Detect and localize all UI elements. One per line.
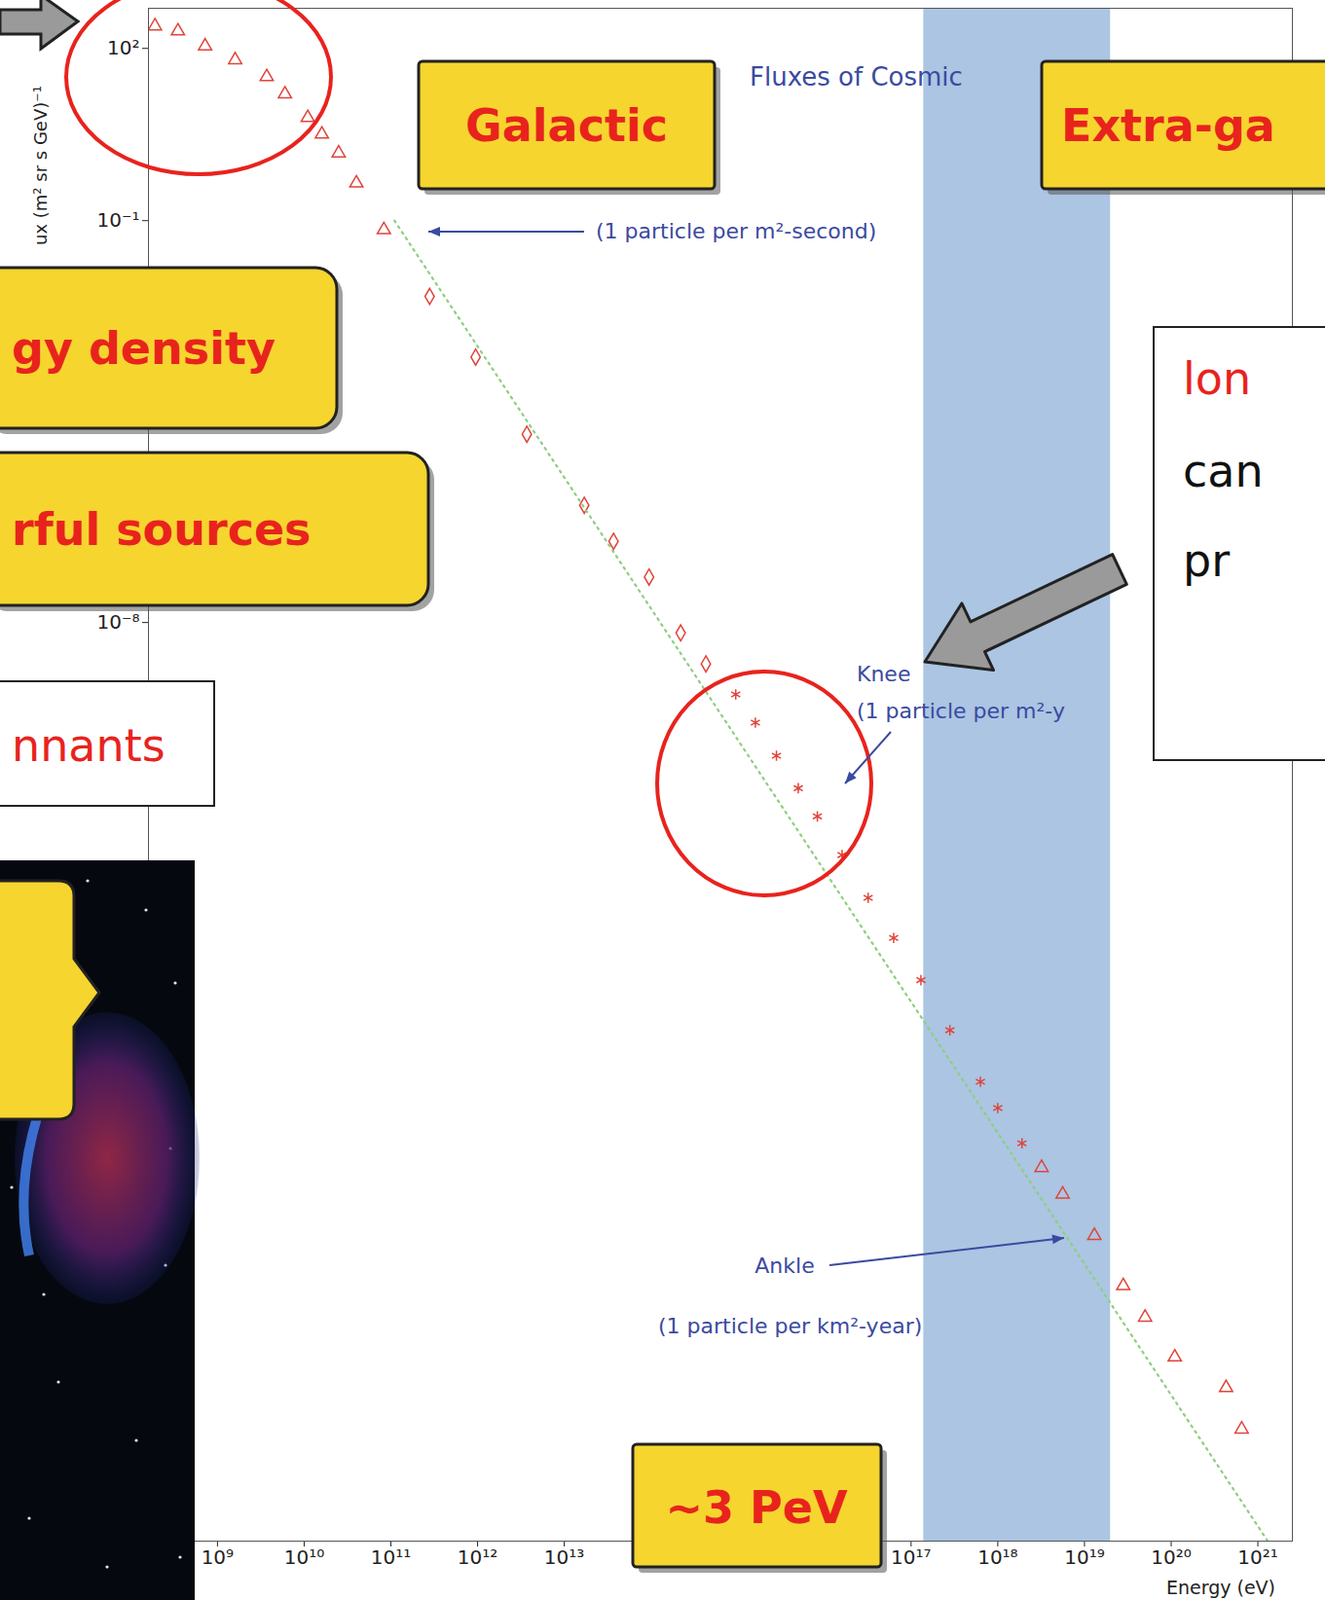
svg-text:ux (m² sr s GeV)⁻¹: ux (m² sr s GeV)⁻¹: [30, 85, 51, 246]
svg-text:pr: pr: [1182, 534, 1230, 588]
svg-text:10²¹: 10²¹: [1237, 1545, 1278, 1570]
svg-text:can: can: [1182, 444, 1264, 498]
svg-text:10¹¹: 10¹¹: [370, 1545, 411, 1570]
svg-text:10¹²: 10¹²: [457, 1545, 498, 1570]
svg-text:10⁻¹: 10⁻¹: [96, 208, 140, 232]
svg-text:10¹⁹: 10¹⁹: [1064, 1545, 1105, 1570]
svg-text:~3 PeV: ~3 PeV: [664, 1481, 847, 1535]
svg-text:10⁻⁸: 10⁻⁸: [96, 610, 140, 634]
svg-text:10⁹: 10⁹: [201, 1545, 234, 1570]
svg-text:Galactic: Galactic: [465, 99, 668, 152]
svg-text:(1 particle per m²-y: (1 particle per m²-y: [856, 699, 1066, 724]
svg-text:(1 particle per m²-second): (1 particle per m²-second): [595, 219, 877, 244]
svg-text:Knee: Knee: [856, 662, 911, 687]
svg-text:rful sources: rful sources: [11, 503, 312, 556]
svg-text:Ankle: Ankle: [754, 1253, 814, 1279]
svg-text:10¹⁸: 10¹⁸: [977, 1545, 1018, 1570]
svg-text:Fluxes of Cosmic: Fluxes of Cosmic: [749, 62, 963, 92]
svg-text:nnants: nnants: [11, 719, 166, 773]
svg-text:10¹⁰: 10¹⁰: [284, 1545, 325, 1570]
svg-text:Energy (eV): Energy (eV): [1166, 1577, 1276, 1599]
svg-text:10¹⁷: 10¹⁷: [890, 1545, 931, 1570]
svg-text:(1 particle per km²-year): (1 particle per km²-year): [658, 1314, 922, 1339]
svg-text:10¹³: 10¹³: [544, 1545, 585, 1570]
svg-text:lon: lon: [1182, 352, 1252, 405]
svg-text:gy density: gy density: [11, 322, 276, 375]
svg-text:10²: 10²: [107, 36, 140, 60]
svg-text:Extra-ga: Extra-ga: [1061, 99, 1276, 152]
svg-text:10²⁰: 10²⁰: [1150, 1545, 1191, 1570]
